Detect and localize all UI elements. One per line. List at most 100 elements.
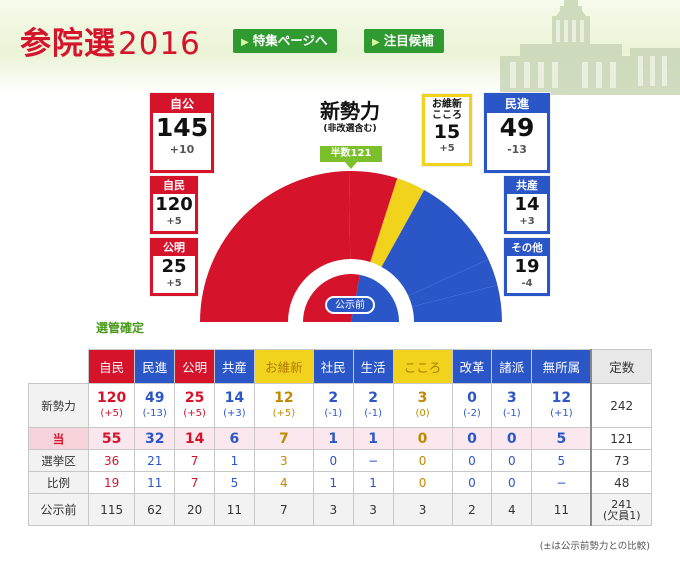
- table-cell: 62: [134, 493, 176, 526]
- logo-year: 2016: [118, 26, 201, 62]
- row-label: 公示前: [28, 493, 89, 526]
- jimin-diff: +5: [166, 216, 182, 227]
- table-cell-teisu: 241 (欠員1): [590, 493, 653, 526]
- table-cell: 3: [392, 493, 453, 526]
- table-cell: −: [352, 449, 394, 472]
- cell-value: 12: [551, 389, 572, 406]
- table-cell: 1: [312, 471, 354, 494]
- table-cell: 1: [312, 427, 354, 450]
- chart-slice-5: [412, 285, 502, 322]
- cell-value: 3: [506, 389, 517, 406]
- header-kokoro: こころ: [392, 349, 453, 384]
- table-cell: 3 (-1): [491, 383, 533, 428]
- oishin-label-2: こころ: [432, 110, 462, 121]
- komei-label: 公明: [153, 241, 195, 256]
- teisu-note: (欠員1): [602, 508, 641, 522]
- table-cell: 3 (0): [392, 383, 453, 428]
- table-cell: 7: [174, 449, 215, 472]
- cell-value: 49: [144, 389, 165, 406]
- other-box: その他 19 -4: [504, 238, 550, 296]
- table-cell: 36: [87, 449, 136, 472]
- center-label: 公示前: [325, 296, 375, 314]
- table-cell: 19: [87, 471, 136, 494]
- play-icon: ▶: [241, 37, 249, 48]
- cell-diff: (-1): [364, 407, 382, 419]
- table-cell: 2 (-1): [352, 383, 394, 428]
- cell-value: 2: [368, 389, 378, 406]
- table-cell: 2: [451, 493, 493, 526]
- table-cell: 3: [352, 493, 394, 526]
- half-marker: [345, 162, 357, 169]
- teisu-value: 241: [611, 497, 633, 511]
- play-icon: ▶: [372, 37, 380, 48]
- table-cell: 1: [352, 427, 394, 450]
- jimin-num: 120: [155, 194, 193, 215]
- table-cell: 120 (+5): [87, 383, 136, 428]
- table-cell: 0 (-2): [451, 383, 493, 428]
- oishin-label-1: お維新: [432, 99, 462, 110]
- kyosan-diff: +3: [519, 216, 535, 227]
- table-cell: 14 (+3): [214, 383, 255, 428]
- cell-diff: (+3): [223, 407, 246, 419]
- table-cell: 1: [352, 471, 394, 494]
- table-cell-teisu: 121: [590, 427, 653, 450]
- table-cell: 3: [312, 493, 354, 526]
- cell-diff: (-2): [463, 407, 481, 419]
- cell-value: 25: [184, 389, 205, 406]
- minshin-label: 民進: [487, 96, 547, 113]
- jiko-label: 自公: [153, 96, 211, 113]
- jiko-diff: +10: [169, 143, 195, 156]
- cell-value: 2: [328, 389, 339, 406]
- header-minshin: 民進: [134, 349, 176, 384]
- header-oishin: お維新: [253, 349, 314, 384]
- cell-diff: (+1): [550, 407, 573, 419]
- table-cell: 55: [87, 427, 136, 450]
- table-cell: 4: [491, 493, 533, 526]
- candidates-button[interactable]: ▶ 注目候補: [364, 29, 444, 53]
- table-cell: 12 (+1): [531, 383, 592, 428]
- other-label: その他: [507, 241, 547, 256]
- half-label: 半数121: [320, 146, 382, 162]
- chart-slice-4: [408, 259, 498, 307]
- table-cell: 2 (-1): [312, 383, 354, 428]
- summary-title: 新勢力: [320, 99, 380, 123]
- oishin-box: お維新 こころ 15 +5: [422, 94, 472, 166]
- blank-header: [28, 349, 89, 384]
- logo-title: 参院選: [20, 26, 116, 62]
- kanri-label: 選管確定: [96, 321, 145, 335]
- jimin-box: 自民 120 +5: [150, 176, 198, 234]
- header-teisu: 定数: [590, 349, 653, 384]
- kyosan-box: 共産 14 +3: [504, 176, 550, 234]
- table-row-proportional: 比例 19 11 7 5 4 1 1 0 0 0 − 48: [28, 471, 653, 494]
- minshin-diff: -13: [507, 143, 527, 156]
- cell-diff: (-1): [324, 407, 343, 419]
- table-cell: 0: [451, 471, 493, 494]
- cell-diff: (-1): [502, 407, 521, 419]
- table-cell: −: [531, 471, 592, 494]
- komei-box: 公明 25 +5: [150, 238, 198, 296]
- jiko-num: 145: [155, 113, 209, 142]
- table-cell: 0: [491, 471, 533, 494]
- oishin-diff: +5: [439, 143, 455, 154]
- header-shoha: 諸派: [491, 349, 533, 384]
- table-row-new-strength: 新勢力 120 (+5) 49 (-13) 25 (+5) 14 (+3) 12 (+5)…: [28, 383, 653, 428]
- table-cell: 7: [253, 427, 314, 450]
- table-cell-teisu: 48: [590, 471, 653, 494]
- row-label: 新勢力: [28, 383, 89, 428]
- cell-diff: (0): [415, 407, 430, 419]
- cell-diff: (+5): [100, 407, 123, 419]
- results-table: 自民 民進 公明 共産 お維新 社民 生活 こころ 改革 諸派 無所属 定数 新…: [28, 349, 653, 526]
- table-cell: 0: [491, 427, 533, 450]
- table-cell: 1: [214, 449, 255, 472]
- table-cell: 20: [174, 493, 215, 526]
- footnote: (±は公示前勢力との比較): [539, 541, 650, 552]
- header-seikatsu: 生活: [352, 349, 394, 384]
- table-row-elected: 当 55 32 14 6 7 1 1 0 0 0 5 121: [28, 427, 653, 450]
- oishin-num: 15: [433, 121, 461, 143]
- komei-diff: +5: [166, 278, 182, 289]
- table-cell: 11: [531, 493, 592, 526]
- header-komei: 公明: [174, 349, 215, 384]
- cell-value: 120: [97, 389, 127, 406]
- special-page-button[interactable]: ▶ 特集ページへ: [233, 29, 338, 53]
- table-row-before: 公示前 115 62 20 11 7 3 3 3 2 4 11 241 (欠員1): [28, 493, 653, 526]
